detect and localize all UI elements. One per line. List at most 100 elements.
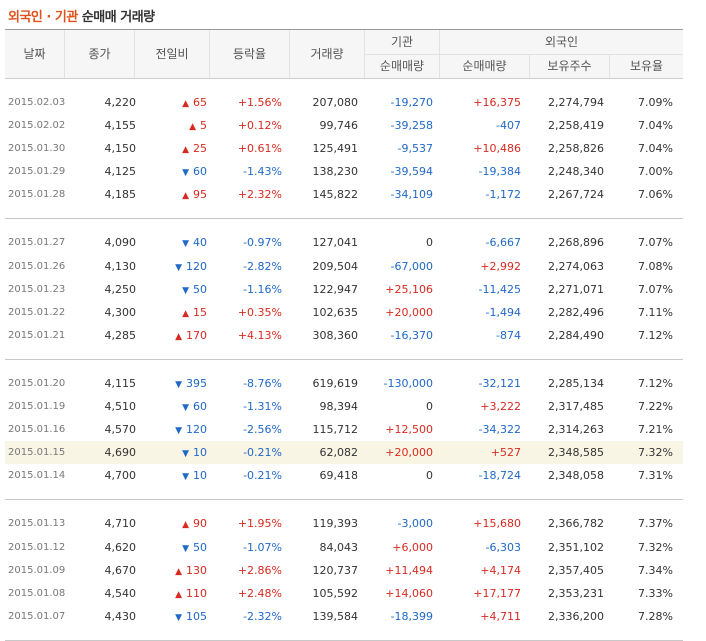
- foreign-net-cell: -407: [496, 119, 521, 133]
- foreign-ratio-cell: 7.00%: [638, 165, 673, 179]
- inst-net-cell: 0: [426, 400, 433, 414]
- section-title: 외국인 · 기관 순매매 거래량: [8, 6, 155, 25]
- header-change: 전일비: [135, 30, 210, 78]
- foreign-ratio-cell: 7.07%: [638, 282, 673, 296]
- foreign-hold-cell: 2,317,485: [548, 400, 604, 414]
- foreign-hold-cell: 2,258,826: [548, 142, 604, 156]
- volume-cell: 619,619: [312, 376, 359, 390]
- title-suffix: 순매매 거래량: [77, 10, 155, 25]
- change-value: 130: [186, 563, 207, 577]
- date-cell: 2015.01.13: [8, 518, 66, 530]
- close-cell: 4,125: [104, 165, 137, 179]
- foreign-hold-cell: 2,282,496: [548, 305, 604, 319]
- foreign-net-cell: +17,177: [473, 586, 521, 600]
- table-row: 2015.01.22 4,300 ▲ 15 +0.35% 102,635 +20,000 -1…: [5, 301, 683, 324]
- foreign-net-cell: -6,667: [485, 236, 521, 250]
- triangle-up-icon: ▲: [189, 122, 196, 133]
- close-cell: 4,430: [104, 609, 137, 623]
- change-value: 65: [193, 96, 207, 109]
- foreign-net-cell: +16,375: [473, 96, 521, 109]
- triangle-up-icon: ▲: [182, 99, 189, 109]
- trading-table: 날짜 종가 전일비 등락율 거래량 기관 순매매량 외국인 순매매량 보유주수 …: [5, 29, 683, 641]
- rate-cell: -2.32%: [243, 609, 282, 623]
- volume-cell: 62,082: [319, 446, 359, 460]
- foreign-net-cell: +4,711: [480, 609, 521, 623]
- row-group: 2015.01.13 4,710 ▲ 90 +1.95% 119,393 -3,000 +15…: [5, 512, 683, 641]
- change-cell: ▲ 90: [135, 512, 207, 535]
- triangle-up-icon: ▲: [182, 520, 189, 531]
- title-separator: ·: [42, 10, 55, 25]
- close-cell: 4,510: [104, 400, 137, 414]
- foreign-net-cell: -34,322: [478, 423, 521, 437]
- row-group: 2015.01.27 4,090 ▼ 40 -0.97% 127,041 0 -6,667 2,…: [5, 231, 683, 360]
- rate-cell: -2.82%: [243, 259, 282, 273]
- rate-cell: +2.86%: [237, 563, 282, 577]
- date-cell: 2015.01.12: [8, 541, 66, 553]
- rate-cell: -8.76%: [243, 376, 282, 390]
- volume-cell: 125,491: [312, 142, 359, 156]
- foreign-net-cell: +527: [490, 446, 521, 460]
- triangle-down-icon: ▼: [182, 449, 189, 460]
- inst-net-cell: +6,000: [392, 540, 433, 554]
- date-cell: 2015.01.28: [8, 189, 66, 201]
- close-cell: 4,250: [104, 282, 137, 296]
- table-row: 2015.01.26 4,130 ▼ 120 -2.82% 209,504 -67,000 +…: [5, 255, 683, 278]
- table-row: 2015.01.23 4,250 ▼ 50 -1.16% 122,947 +25,106 -1…: [5, 278, 683, 301]
- inst-net-cell: +20,000: [385, 446, 433, 460]
- change-cell: ▲ 95: [135, 183, 207, 206]
- header-date: 날짜: [5, 30, 65, 78]
- foreign-ratio-cell: 7.11%: [638, 305, 673, 319]
- inst-net-cell: -16,370: [390, 328, 433, 342]
- triangle-down-icon: ▼: [182, 239, 189, 250]
- date-cell: 2015.01.30: [8, 143, 66, 155]
- close-cell: 4,130: [104, 259, 137, 273]
- volume-cell: 209,504: [312, 259, 359, 273]
- change-value: 170: [186, 328, 207, 342]
- table-row: 2015.01.08 4,540 ▲ 110 +2.48% 105,592 +14,060 +…: [5, 582, 683, 605]
- foreign-hold-cell: 2,357,405: [548, 563, 604, 577]
- triangle-down-icon: ▼: [175, 426, 182, 437]
- inst-net-cell: -39,594: [390, 165, 433, 179]
- header-foreign-ratio: 보유율: [629, 59, 664, 73]
- triangle-down-icon: ▼: [182, 403, 189, 414]
- foreign-hold-cell: 2,351,102: [548, 540, 604, 554]
- change-value: 105: [186, 609, 207, 623]
- title-institution: 기관: [54, 10, 78, 25]
- rate-cell: +0.35%: [237, 305, 282, 319]
- foreign-hold-cell: 2,285,134: [548, 376, 604, 390]
- foreign-ratio-cell: 7.21%: [638, 423, 673, 437]
- foreign-ratio-cell: 7.08%: [638, 259, 673, 273]
- foreign-ratio-cell: 7.34%: [638, 563, 673, 577]
- foreign-net-cell: +10,486: [473, 142, 521, 156]
- change-value: 15: [193, 305, 207, 319]
- foreign-hold-cell: 2,274,063: [548, 259, 604, 273]
- date-cell: 2015.01.29: [8, 166, 66, 178]
- triangle-up-icon: ▲: [175, 331, 182, 342]
- header-institution: 기관: [365, 30, 440, 54]
- close-cell: 4,710: [104, 517, 137, 531]
- table-row: 2015.01.16 4,570 ▼ 120 -2.56% 115,712 +12,500 -…: [5, 418, 683, 441]
- table-row: 2015.01.28 4,185 ▲ 95 +2.32% 145,822 -34,109 -1…: [5, 183, 683, 206]
- date-cell: 2015.01.16: [8, 424, 66, 436]
- foreign-hold-cell: 2,248,340: [548, 165, 604, 179]
- change-value: 10: [193, 469, 207, 483]
- inst-net-cell: +11,494: [385, 563, 433, 577]
- change-cell: ▲ 15: [135, 301, 207, 324]
- triangle-down-icon: ▼: [175, 379, 182, 390]
- change-value: 395: [186, 376, 207, 390]
- foreign-ratio-cell: 7.06%: [638, 188, 673, 202]
- foreign-net-cell: -1,172: [485, 188, 521, 202]
- rate-cell: -1.16%: [243, 282, 282, 296]
- foreign-ratio-cell: 7.32%: [638, 446, 673, 460]
- inst-net-cell: 0: [426, 236, 433, 250]
- change-cell: ▼ 395: [135, 372, 207, 395]
- change-cell: ▼ 10: [135, 441, 207, 464]
- triangle-down-icon: ▼: [182, 168, 189, 179]
- inst-net-cell: -39,258: [390, 119, 433, 133]
- inst-net-cell: -19,270: [390, 96, 433, 109]
- change-value: 50: [193, 540, 207, 554]
- close-cell: 4,300: [104, 305, 137, 319]
- volume-cell: 122,947: [312, 282, 359, 296]
- rate-cell: -1.07%: [243, 540, 282, 554]
- triangle-down-icon: ▼: [182, 543, 189, 554]
